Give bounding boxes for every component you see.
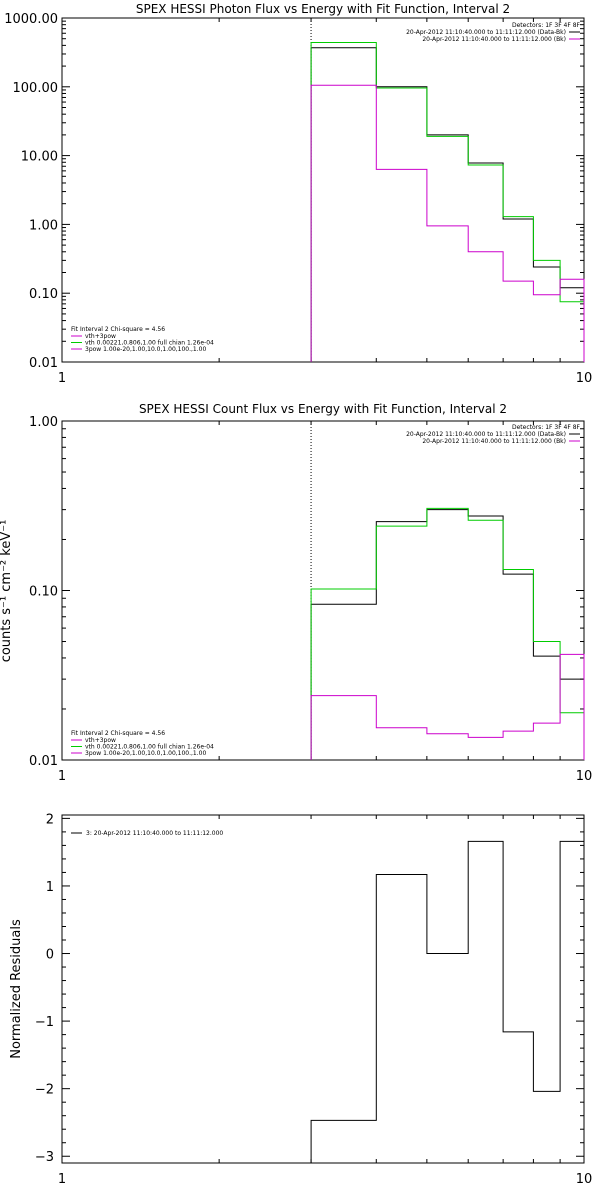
y-tick-label: 100.00: [13, 81, 59, 96]
legend-top-entry: 20-Apr-2012 11:10:40.000 to 11:11:12.000…: [422, 438, 566, 445]
y-tick-label: 1.00: [29, 415, 58, 430]
y-tick-label: −1: [35, 1015, 54, 1030]
series-2-line: [310, 653, 585, 760]
residuals-plot-frame: [61, 814, 585, 1164]
photon-flux-ticks: 1 10 1000.00 100.00 10.00 1.00 0.10 0.01: [4, 12, 592, 386]
series-1-line: [310, 42, 585, 362]
y-tick-label: 2: [46, 812, 54, 827]
count-flux-title: SPEX HESSI Count Flux vs Energy with Fit…: [139, 402, 507, 416]
y-tick-label: 0.01: [29, 754, 58, 769]
y-tick-label: −2: [35, 1083, 54, 1098]
photon-flux-plot-frame: [61, 17, 585, 363]
photon-flux-fit-info: Fit Interval 2 Chi-square = 4.56: [71, 326, 165, 333]
legend-bottom-entry: vth 0.00221,0.806,1.00 full chian 1.26e-…: [85, 744, 214, 751]
count-flux-chart: SPEX HESSI Count Flux vs Energy with Fit…: [0, 402, 592, 784]
residuals-legend: 3: 20-Apr-2012 11:10:40.000 to 11:11:12.…: [71, 830, 223, 837]
y-tick-label: −3: [35, 1150, 54, 1165]
series-0-line: [310, 509, 585, 760]
legend-top-entry: 20-Apr-2012 11:10:40.000 to 11:11:12.000…: [406, 29, 566, 36]
photon-flux-detectors: Detectors: 1F 3F 4F 8F: [512, 22, 581, 29]
series-0-line: [310, 840, 585, 1163]
series-2-line: [310, 84, 585, 362]
x-tick-label: 10: [576, 769, 593, 784]
x-tick-label: 10: [576, 371, 593, 386]
count-flux-ylabel: counts s⁻¹ cm⁻² keV⁻¹: [0, 520, 14, 663]
residuals-ylabel: Normalized Residuals: [9, 919, 24, 1059]
residuals-series: [310, 840, 585, 1163]
y-tick-label: 1: [46, 880, 54, 895]
y-tick-label: 10.00: [21, 150, 58, 165]
legend-bottom-entry: vth+3pow: [85, 737, 116, 744]
photon-flux-legend-top: 20-Apr-2012 11:10:40.000 to 11:11:12.000…: [406, 29, 580, 43]
x-tick-label: 1: [58, 371, 66, 386]
legend-bottom-entry: 3pow 1.00e-20,1.00,10.0,1.00,100.,1.00: [85, 750, 206, 757]
y-tick-label: 0.10: [29, 287, 58, 302]
legend-top-entry: 20-Apr-2012 11:10:40.000 to 11:11:12.000…: [422, 36, 566, 43]
count-flux-legend-top: 20-Apr-2012 11:10:40.000 to 11:11:12.000…: [406, 431, 580, 445]
count-flux-detectors: Detectors: 1F 3F 4F 8F: [512, 424, 581, 431]
legend-bottom-entry: 3pow 1.00e-20,1.00,10.0,1.00,100.,1.00: [85, 346, 206, 353]
legend-top-entry: 20-Apr-2012 11:10:40.000 to 11:11:12.000…: [406, 431, 566, 438]
y-tick-label: 0: [46, 948, 54, 963]
photon-flux-series: [310, 42, 585, 362]
photon-flux-chart: SPEX HESSI Photon Flux vs Energy with Fi…: [4, 2, 592, 386]
y-tick-label: 1.00: [29, 218, 58, 233]
x-tick-label: 1: [58, 769, 66, 784]
y-tick-label: 0.10: [29, 585, 58, 600]
count-flux-fit-info: Fit Interval 2 Chi-square = 4.56: [71, 730, 165, 737]
count-flux-series: [310, 507, 585, 760]
photon-flux-title: SPEX HESSI Photon Flux vs Energy with Fi…: [136, 2, 510, 16]
legend-entry: 3: 20-Apr-2012 11:10:40.000 to 11:11:12.…: [86, 830, 223, 837]
count-flux-plot-frame: [61, 420, 585, 761]
x-tick-label: 10: [576, 1172, 593, 1187]
series-0-line: [310, 47, 585, 362]
y-tick-label: 1000.00: [4, 12, 58, 27]
legend-bottom-entry: vth 0.00221,0.806,1.00 full chian 1.26e-…: [85, 340, 214, 347]
series-1-line: [310, 507, 585, 760]
y-tick-label: 0.01: [29, 356, 58, 371]
x-tick-label: 1: [58, 1172, 66, 1187]
legend-bottom-entry: vth+3pow: [85, 333, 116, 340]
